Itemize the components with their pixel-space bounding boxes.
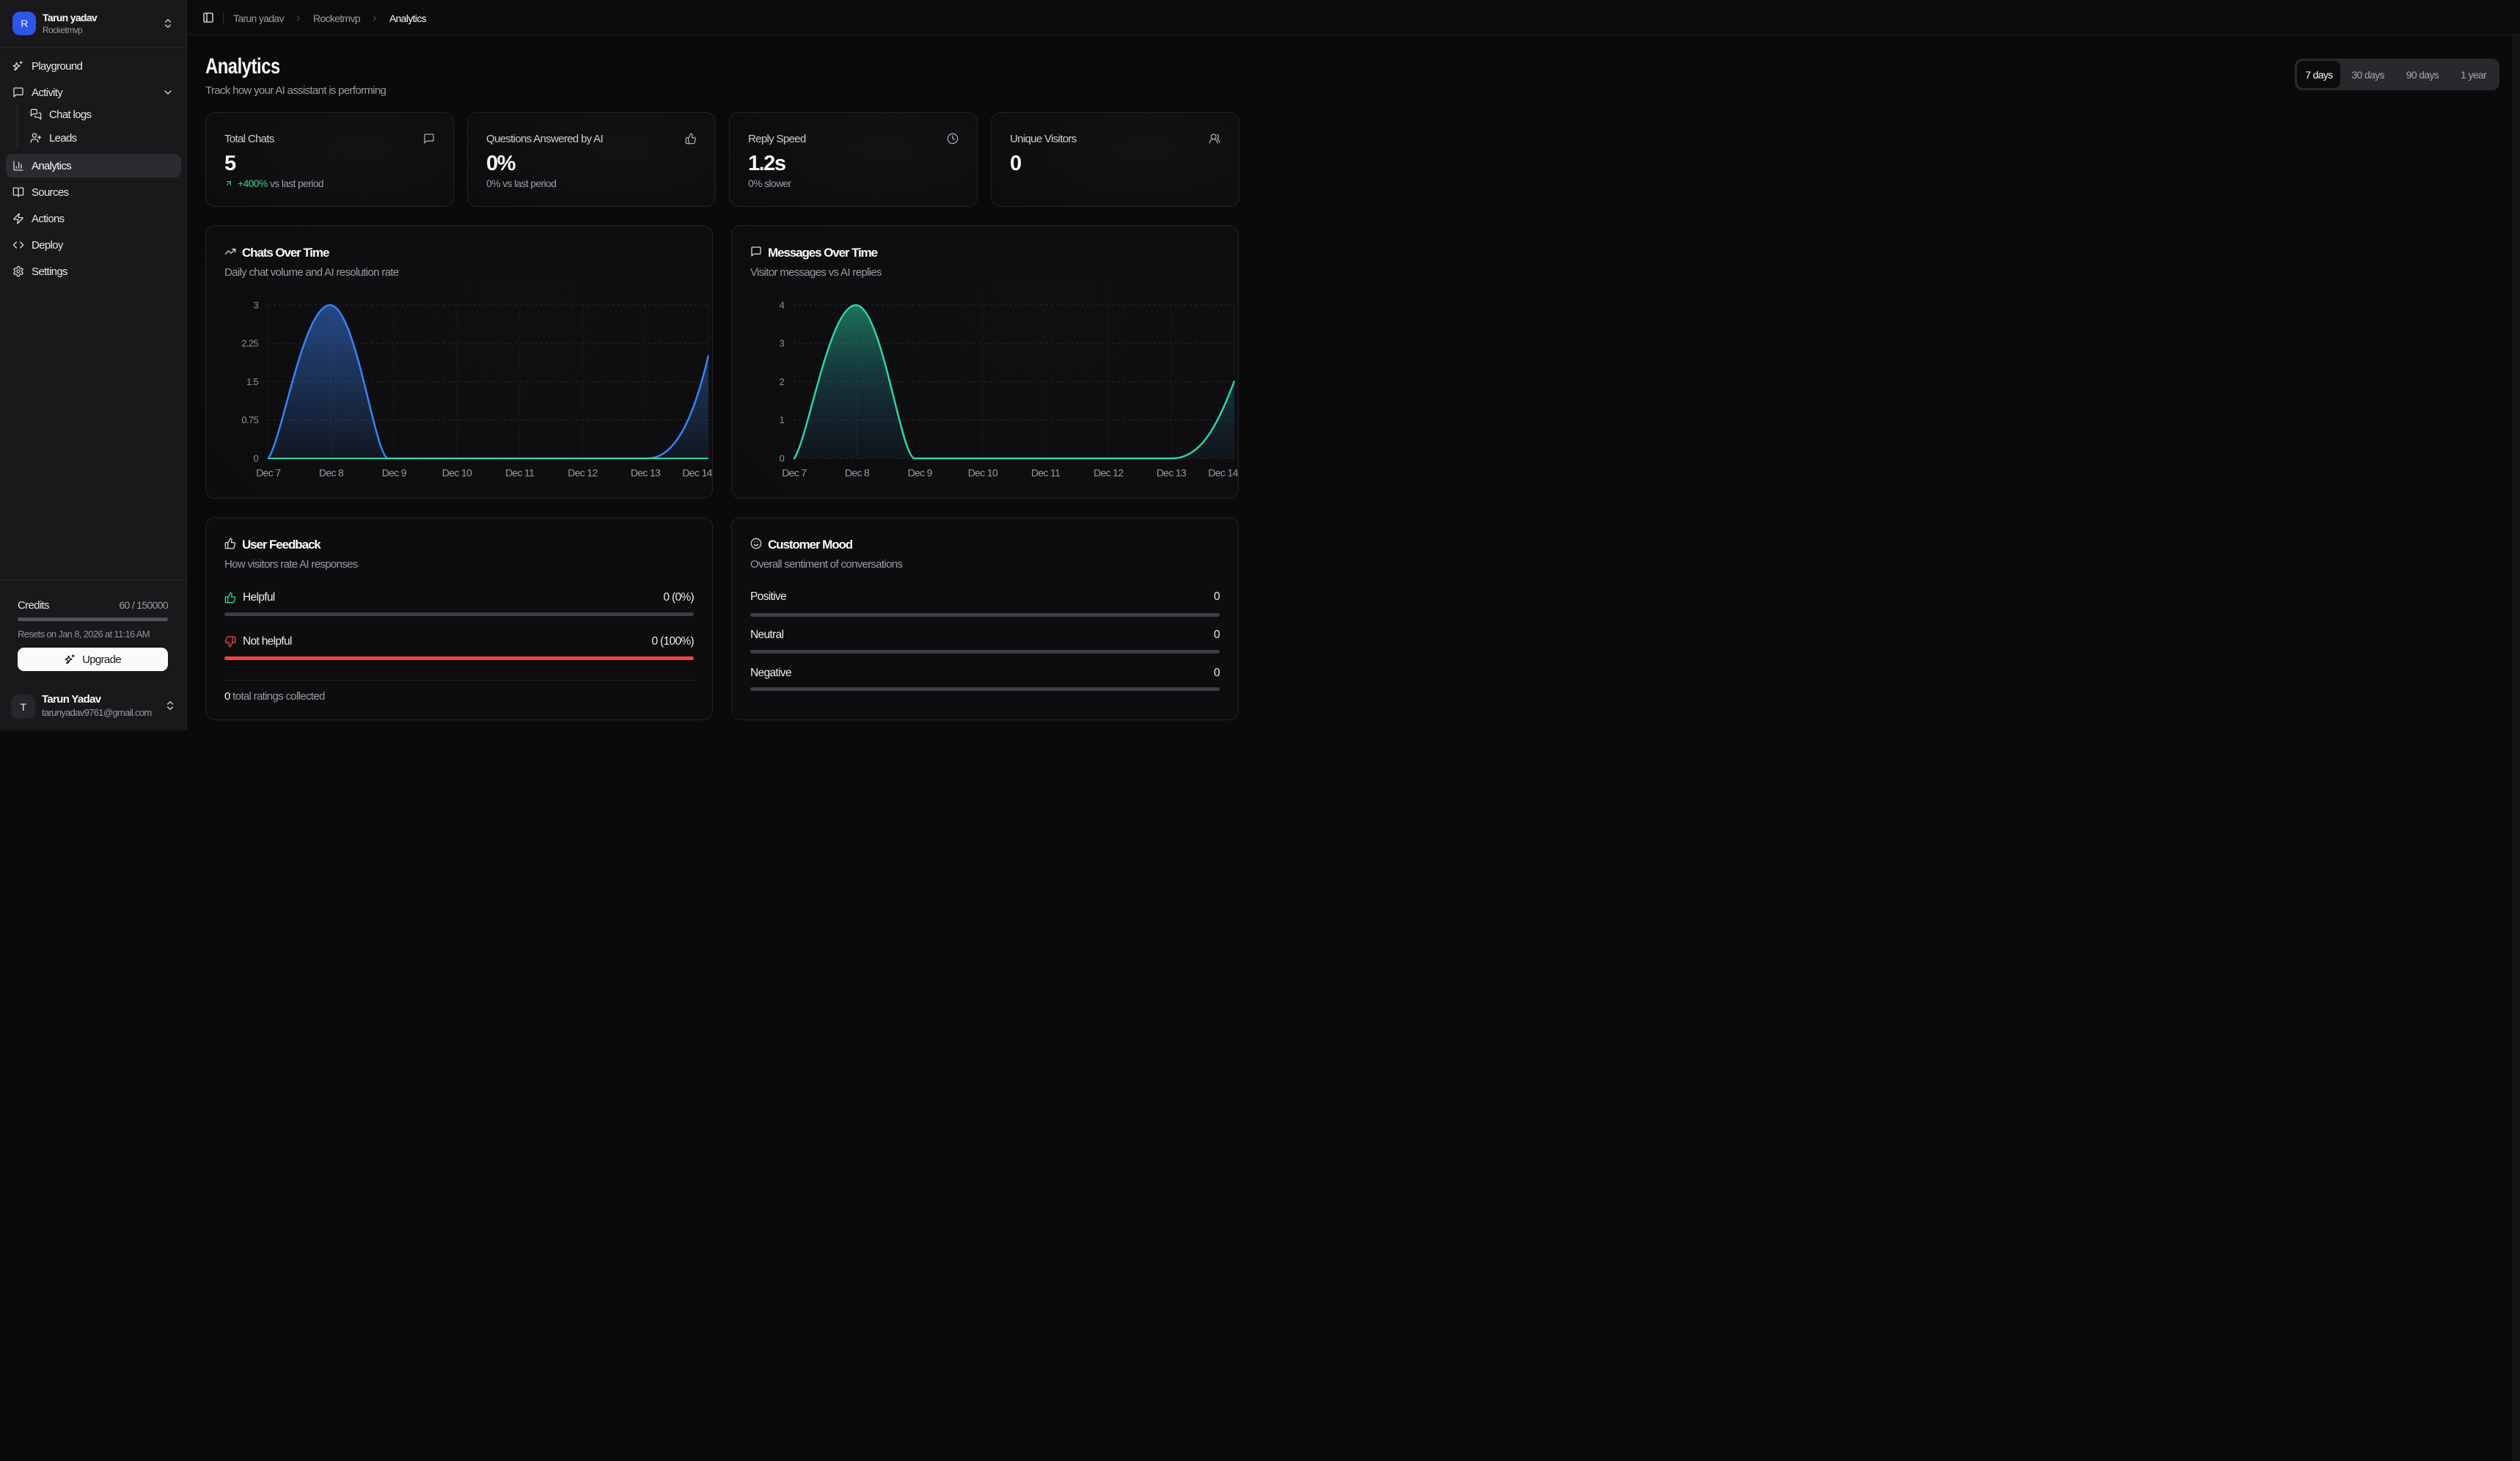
svg-text:1.5: 1.5	[246, 376, 258, 387]
svg-text:Dec 14: Dec 14	[682, 467, 712, 479]
svg-text:Dec 12: Dec 12	[568, 467, 598, 479]
svg-text:0.75: 0.75	[241, 414, 258, 425]
svg-text:Dec 14: Dec 14	[1208, 467, 1238, 479]
svg-text:Dec 12: Dec 12	[1094, 467, 1124, 479]
svg-text:Dec 7: Dec 7	[782, 467, 807, 479]
svg-text:1: 1	[779, 414, 784, 425]
svg-text:Dec 11: Dec 11	[1031, 467, 1061, 479]
svg-text:Dec 13: Dec 13	[1157, 467, 1187, 479]
svg-text:Dec 10: Dec 10	[968, 467, 998, 479]
svg-text:Dec 9: Dec 9	[908, 467, 933, 479]
svg-text:Dec 7: Dec 7	[256, 467, 281, 479]
svg-text:Dec 8: Dec 8	[319, 467, 344, 479]
svg-text:2.25: 2.25	[241, 338, 258, 349]
svg-text:3: 3	[779, 338, 784, 349]
svg-text:0: 0	[253, 453, 258, 464]
svg-text:Dec 9: Dec 9	[382, 467, 407, 479]
svg-text:3: 3	[253, 299, 258, 310]
svg-text:4: 4	[779, 299, 784, 310]
svg-text:Dec 8: Dec 8	[845, 467, 870, 479]
svg-text:0: 0	[779, 453, 784, 464]
svg-text:Dec 10: Dec 10	[442, 467, 472, 479]
svg-text:Dec 13: Dec 13	[631, 467, 661, 479]
svg-text:2: 2	[779, 376, 784, 387]
svg-text:Dec 11: Dec 11	[505, 467, 535, 479]
